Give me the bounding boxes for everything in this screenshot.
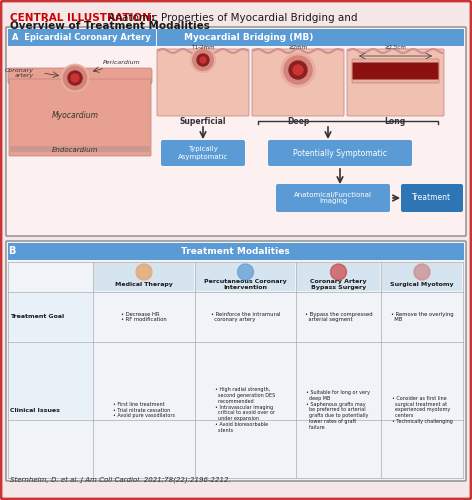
FancyBboxPatch shape	[159, 60, 247, 112]
Text: Percutaneous Coronary
Intervention: Percutaneous Coronary Intervention	[204, 279, 287, 290]
FancyBboxPatch shape	[196, 263, 295, 291]
FancyBboxPatch shape	[8, 243, 464, 260]
FancyBboxPatch shape	[9, 343, 92, 419]
Text: • First line treatment
• Trial nitrate cessation
• Avoid pure vasodilators: • First line treatment • Trial nitrate c…	[113, 402, 175, 418]
FancyBboxPatch shape	[347, 49, 444, 116]
Circle shape	[197, 54, 209, 66]
FancyBboxPatch shape	[157, 49, 249, 116]
Circle shape	[192, 49, 214, 71]
FancyBboxPatch shape	[157, 29, 464, 46]
FancyBboxPatch shape	[9, 79, 151, 156]
FancyBboxPatch shape	[6, 27, 466, 236]
Circle shape	[63, 66, 87, 90]
FancyBboxPatch shape	[382, 263, 462, 291]
Text: A  Epicardial Coronary Artery: A Epicardial Coronary Artery	[12, 32, 151, 42]
FancyBboxPatch shape	[94, 263, 194, 291]
Text: ≥2.5cm: ≥2.5cm	[384, 45, 406, 50]
Circle shape	[237, 264, 253, 280]
Text: • Remove the overlying
  MB: • Remove the overlying MB	[391, 312, 453, 322]
Text: Potentially Symptomatic: Potentially Symptomatic	[293, 148, 387, 158]
Circle shape	[281, 53, 315, 87]
Text: • High radial strength,
  second generation DES
  recommended
• Intravascular im: • High radial strength, second generatio…	[215, 387, 276, 433]
Text: Medical Therapy: Medical Therapy	[115, 282, 173, 287]
Text: Treatment Goal: Treatment Goal	[10, 314, 64, 320]
FancyBboxPatch shape	[297, 263, 380, 291]
Circle shape	[293, 65, 303, 75]
FancyBboxPatch shape	[161, 140, 245, 166]
Text: Pericardium: Pericardium	[103, 60, 141, 65]
Circle shape	[61, 64, 89, 92]
Text: Endocardium: Endocardium	[52, 147, 98, 153]
FancyBboxPatch shape	[8, 29, 156, 46]
Text: Superficial: Superficial	[180, 117, 226, 126]
FancyBboxPatch shape	[276, 184, 390, 212]
FancyBboxPatch shape	[252, 49, 344, 116]
Text: • Reinforce the intramural
  coronary artery: • Reinforce the intramural coronary arte…	[211, 312, 280, 322]
Circle shape	[71, 74, 79, 82]
Text: • Consider as first line
  surgical treatment at
  experienced myotomy
  centers: • Consider as first line surgical treatm…	[392, 396, 453, 424]
Text: Surgical Myotomy: Surgical Myotomy	[390, 282, 454, 287]
Text: Typically
Asymptomatic: Typically Asymptomatic	[178, 146, 228, 160]
Circle shape	[330, 264, 346, 280]
Text: Long: Long	[384, 117, 405, 126]
FancyBboxPatch shape	[352, 59, 439, 83]
Text: ↑1-2mm: ↑1-2mm	[191, 45, 215, 50]
Circle shape	[68, 71, 82, 85]
FancyBboxPatch shape	[268, 140, 412, 166]
Circle shape	[414, 264, 430, 280]
Text: Coronary Artery
Bypass Surgery: Coronary Artery Bypass Surgery	[310, 279, 367, 290]
Text: Treatment Modalities: Treatment Modalities	[181, 246, 289, 256]
Text: CENTRAL ILLUSTRATION:: CENTRAL ILLUSTRATION:	[10, 13, 155, 23]
Text: Treatment: Treatment	[413, 194, 452, 202]
Circle shape	[289, 61, 307, 79]
Text: Deep: Deep	[287, 117, 309, 126]
FancyBboxPatch shape	[353, 62, 438, 80]
Text: ≥2mm: ≥2mm	[288, 45, 308, 50]
Circle shape	[200, 57, 206, 63]
FancyBboxPatch shape	[8, 68, 152, 84]
Text: Overview of Treatment Modalities: Overview of Treatment Modalities	[10, 21, 210, 31]
Circle shape	[190, 47, 216, 73]
Text: Myocardium: Myocardium	[51, 110, 99, 120]
FancyBboxPatch shape	[401, 184, 463, 212]
FancyBboxPatch shape	[6, 241, 466, 481]
Text: Clinical Issues: Clinical Issues	[10, 408, 60, 412]
Text: Sternheim, D. et al. J Am Coll Cardiol. 2021;78(22):2196-2212.: Sternheim, D. et al. J Am Coll Cardiol. …	[10, 476, 231, 483]
Text: Anatomical/Functional
Imaging: Anatomical/Functional Imaging	[294, 192, 372, 204]
Text: • Suitable for long or very
  deep MB
• Saphenous grafts may
  be preferred to a: • Suitable for long or very deep MB • Sa…	[306, 390, 371, 430]
Text: Anatomic Properties of Myocardial Bridging and: Anatomic Properties of Myocardial Bridgi…	[105, 13, 357, 23]
Text: • Decrease HR
• RF modification: • Decrease HR • RF modification	[121, 312, 167, 322]
Text: Myocardial Bridging (MB): Myocardial Bridging (MB)	[184, 32, 314, 42]
FancyBboxPatch shape	[10, 146, 150, 152]
Circle shape	[136, 264, 152, 280]
Circle shape	[284, 56, 312, 84]
Text: B: B	[8, 246, 16, 256]
FancyBboxPatch shape	[9, 293, 92, 341]
Text: Coronary
artery: Coronary artery	[5, 68, 34, 78]
Text: • Bypass the compressed
  arterial segment: • Bypass the compressed arterial segment	[305, 312, 372, 322]
